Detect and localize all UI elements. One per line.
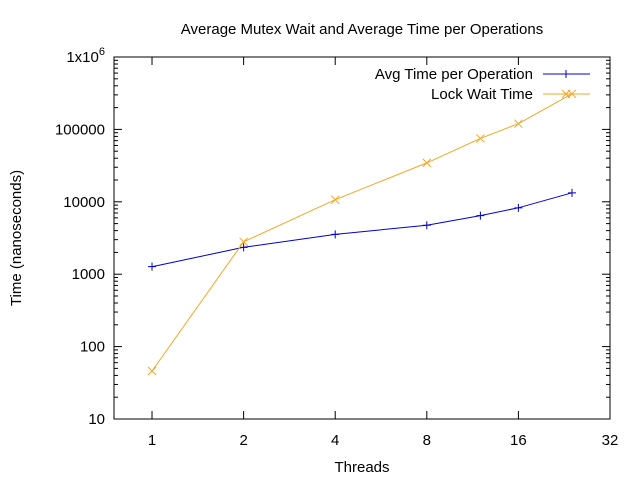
- series-layer: [147, 89, 577, 376]
- x-tick-label: 16: [510, 432, 527, 449]
- data-point: [148, 262, 157, 271]
- series-1: [148, 188, 576, 271]
- y-axis: 10 100 1000 10000 100000 1x106: [55, 46, 610, 428]
- y-tick-label-exponent: 6: [99, 46, 105, 58]
- series-2: [147, 89, 577, 376]
- legend-marker: [561, 89, 571, 99]
- y-tick-label-base: 1x10: [66, 49, 99, 66]
- y-tick-label: 10: [88, 411, 105, 428]
- y-tick-label: 100: [80, 339, 105, 356]
- data-point: [147, 366, 157, 376]
- y-tick-label: 1x106: [66, 46, 105, 66]
- series-line: [151, 93, 573, 372]
- y-tick-label: 100000: [55, 121, 105, 138]
- data-point: [567, 188, 576, 197]
- data-point: [476, 134, 485, 143]
- data-point: [514, 203, 523, 212]
- data-point: [422, 221, 431, 230]
- chart-title: Average Mutex Wait and Average Time per …: [181, 21, 543, 38]
- x-axis: 1 2 4 8 16 32: [148, 57, 618, 449]
- y-tick-label: 1000: [72, 266, 105, 283]
- data-point: [331, 230, 340, 239]
- data-point: [422, 158, 432, 168]
- legend-marker: [562, 70, 570, 78]
- y-axis-label: Time (nanoseconds): [8, 170, 25, 306]
- data-point: [330, 195, 340, 205]
- y-tick-label: 10000: [63, 194, 105, 211]
- x-tick-label: 4: [331, 432, 339, 449]
- data-point: [514, 119, 523, 129]
- legend-label: Avg Time per Operation: [375, 66, 533, 83]
- data-point: [239, 237, 248, 247]
- data-point: [239, 243, 248, 252]
- x-axis-label: Threads: [334, 459, 389, 476]
- data-point: [476, 211, 485, 220]
- legend-label: Lock Wait Time: [431, 86, 533, 103]
- x-tick-label: 32: [602, 432, 619, 449]
- x-tick-label: 1: [148, 432, 156, 449]
- legend: Avg Time per Operation Lock Wait Time: [375, 66, 590, 103]
- x-tick-label: 8: [423, 432, 431, 449]
- plot-area-frame: [113, 56, 611, 420]
- x-tick-label: 2: [239, 432, 247, 449]
- series-line: [151, 192, 573, 268]
